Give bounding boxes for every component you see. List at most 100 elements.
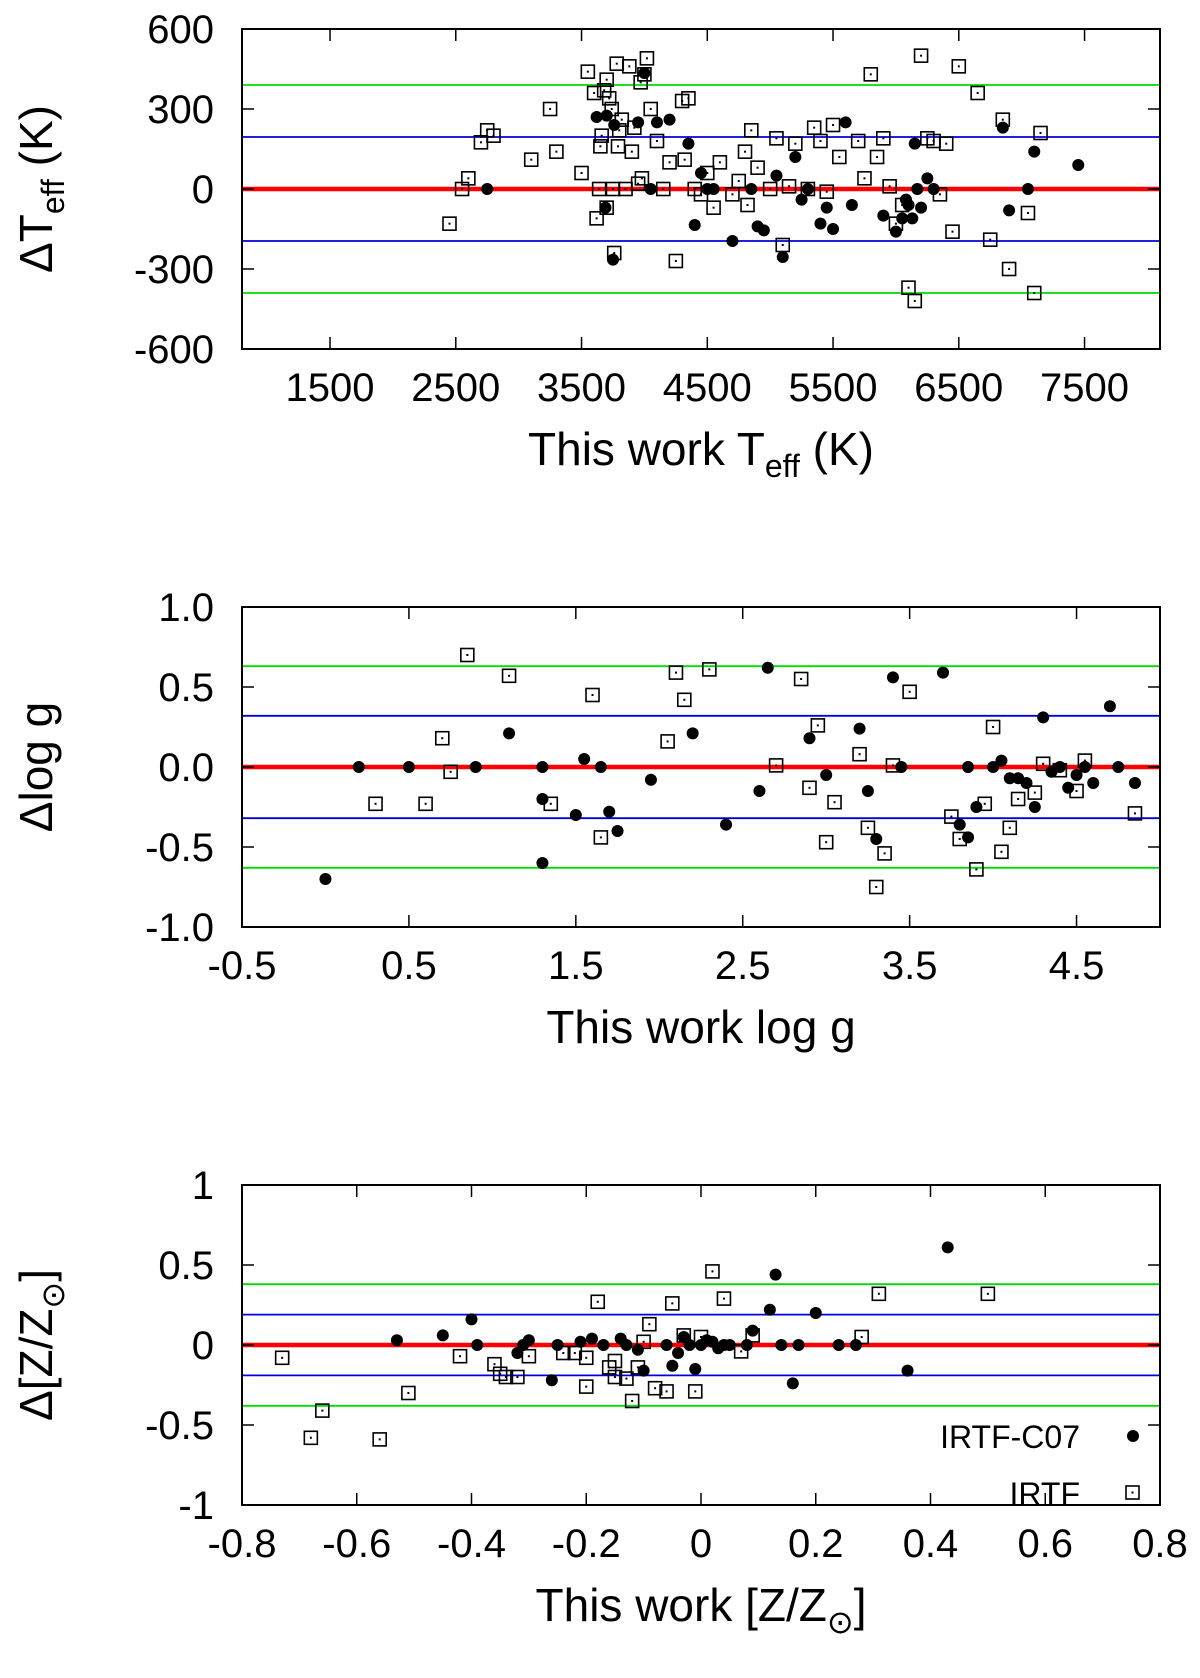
data-point-irtf <box>315 1403 330 1418</box>
data-point-irtf-dot <box>983 802 986 805</box>
data-point-c07 <box>849 1339 862 1351</box>
x-tick-label: 2500 <box>411 366 500 410</box>
data-point-irtf <box>668 253 684 269</box>
data-point-irtf <box>303 1430 319 1446</box>
data-point-irtf <box>614 112 630 127</box>
data-point-irtf <box>869 149 885 165</box>
data-point-irtf <box>659 1384 674 1399</box>
data-point-irtf-dot <box>794 142 797 145</box>
data-point-c07 <box>995 754 1008 767</box>
data-point-irtf-dot <box>555 150 558 153</box>
data-point-irtf-box <box>985 719 1001 735</box>
data-point-irtf <box>868 879 884 895</box>
plot-frame <box>241 1184 1161 1506</box>
data-point-irtf <box>733 1344 749 1359</box>
data-point-irtf-box <box>1035 756 1051 772</box>
data-point-irtf <box>894 197 910 213</box>
data-point-irtf <box>607 1353 623 1369</box>
data-point-irtf-box <box>543 796 559 812</box>
data-point-irtf-box <box>995 112 1011 127</box>
x-tick-label: 0.4 <box>903 1522 959 1566</box>
data-point-irtf-box <box>611 123 627 138</box>
data-point-irtf-dot <box>321 1409 324 1412</box>
data-point-irtf-box <box>825 117 841 133</box>
data-point-c07 <box>845 199 858 211</box>
data-point-irtf-dot <box>642 1340 645 1343</box>
data-point-irtf <box>1027 785 1043 800</box>
data-point-irtf-dot <box>891 764 894 767</box>
x-tick-label: 4.5 <box>1049 944 1105 988</box>
data-point-irtf <box>876 131 891 146</box>
data-point-c07 <box>660 1339 673 1351</box>
data-point-irtf-box <box>852 746 867 762</box>
x-tick-label: 7500 <box>1040 366 1129 410</box>
data-point-irtf-dot <box>908 690 911 693</box>
data-point-irtf <box>619 1371 634 1386</box>
data-point-c07 <box>682 137 695 150</box>
data-point-irtf-box <box>677 692 692 708</box>
data-point-irtf-dot <box>562 1352 565 1354</box>
data-point-irtf <box>607 1369 623 1385</box>
series-irtf <box>368 647 1143 895</box>
data-point-irtf-dot <box>957 65 960 68</box>
data-point-irtf <box>1010 791 1026 807</box>
data-point-irtf <box>850 133 866 149</box>
data-point-irtf <box>705 1264 720 1279</box>
data-point-irtf <box>601 91 617 106</box>
data-point-irtf-box <box>733 1344 749 1359</box>
data-point-irtf <box>737 144 753 159</box>
data-point-irtf <box>585 687 600 703</box>
data-point-c07 <box>1003 204 1016 217</box>
panel-logg: -0.5 0.5 1.5 2.5 3.5 4.51.00.50.0-0.5-1.0This… <box>10 586 1161 1053</box>
data-point-c07 <box>1062 781 1075 794</box>
data-point-c07 <box>839 116 852 129</box>
data-point-irtf <box>578 1379 594 1394</box>
data-point-c07 <box>551 1339 564 1351</box>
data-point-c07 <box>650 116 663 129</box>
data-point-c07 <box>746 1324 759 1337</box>
data-point-irtf-box <box>676 1328 692 1343</box>
data-point-irtf-box <box>827 794 842 810</box>
data-point-irtf-dot <box>580 172 583 174</box>
data-point-irtf <box>521 1348 537 1364</box>
data-point-irtf-box <box>863 67 879 82</box>
y-tick-label: 300 <box>147 88 214 132</box>
data-point-irtf-dot <box>683 698 686 701</box>
data-point-irtf-box <box>368 796 383 812</box>
data-point-irtf-box <box>1020 205 1036 221</box>
data-point-irtf <box>745 1328 760 1343</box>
y-tick-label: 1 <box>192 1164 214 1208</box>
data-point-irtf-dot <box>613 1360 616 1362</box>
data-point-c07 <box>352 761 365 773</box>
data-point-irtf <box>902 684 917 700</box>
data-point-irtf <box>510 1369 525 1385</box>
data-point-irtf-dot <box>599 145 602 148</box>
data-point-irtf <box>818 834 834 850</box>
data-point-irtf-box <box>460 647 475 663</box>
data-point-irtf-box <box>593 139 608 154</box>
data-point-irtf-dot <box>920 54 923 57</box>
y-axis-label: Δ[Z/Z⊙] <box>10 1269 71 1421</box>
data-point-irtf-box <box>907 293 923 309</box>
data-point-irtf <box>744 123 759 138</box>
data-point-irtf <box>693 187 709 202</box>
data-point-irtf <box>549 144 564 159</box>
data-point-irtf <box>982 232 998 247</box>
data-point-irtf <box>825 117 841 133</box>
data-point-irtf-dot <box>608 97 611 100</box>
data-point-c07 <box>761 661 774 674</box>
data-point-irtf-dot <box>700 193 702 196</box>
data-point-irtf-box <box>745 1328 760 1343</box>
series-irtf <box>442 48 1048 309</box>
data-point-irtf <box>994 844 1009 860</box>
data-point-irtf-dot <box>639 81 642 84</box>
data-point-c07 <box>763 1303 776 1316</box>
data-point-irtf-box <box>607 1353 623 1369</box>
data-point-irtf <box>768 758 784 773</box>
data-point-irtf-dot <box>467 177 470 180</box>
data-point-irtf-dot <box>508 674 511 677</box>
data-point-irtf-dot <box>645 57 648 60</box>
data-point-irtf-dot <box>876 156 879 158</box>
data-point-irtf <box>1069 783 1084 799</box>
data-point-irtf-box <box>969 862 984 877</box>
